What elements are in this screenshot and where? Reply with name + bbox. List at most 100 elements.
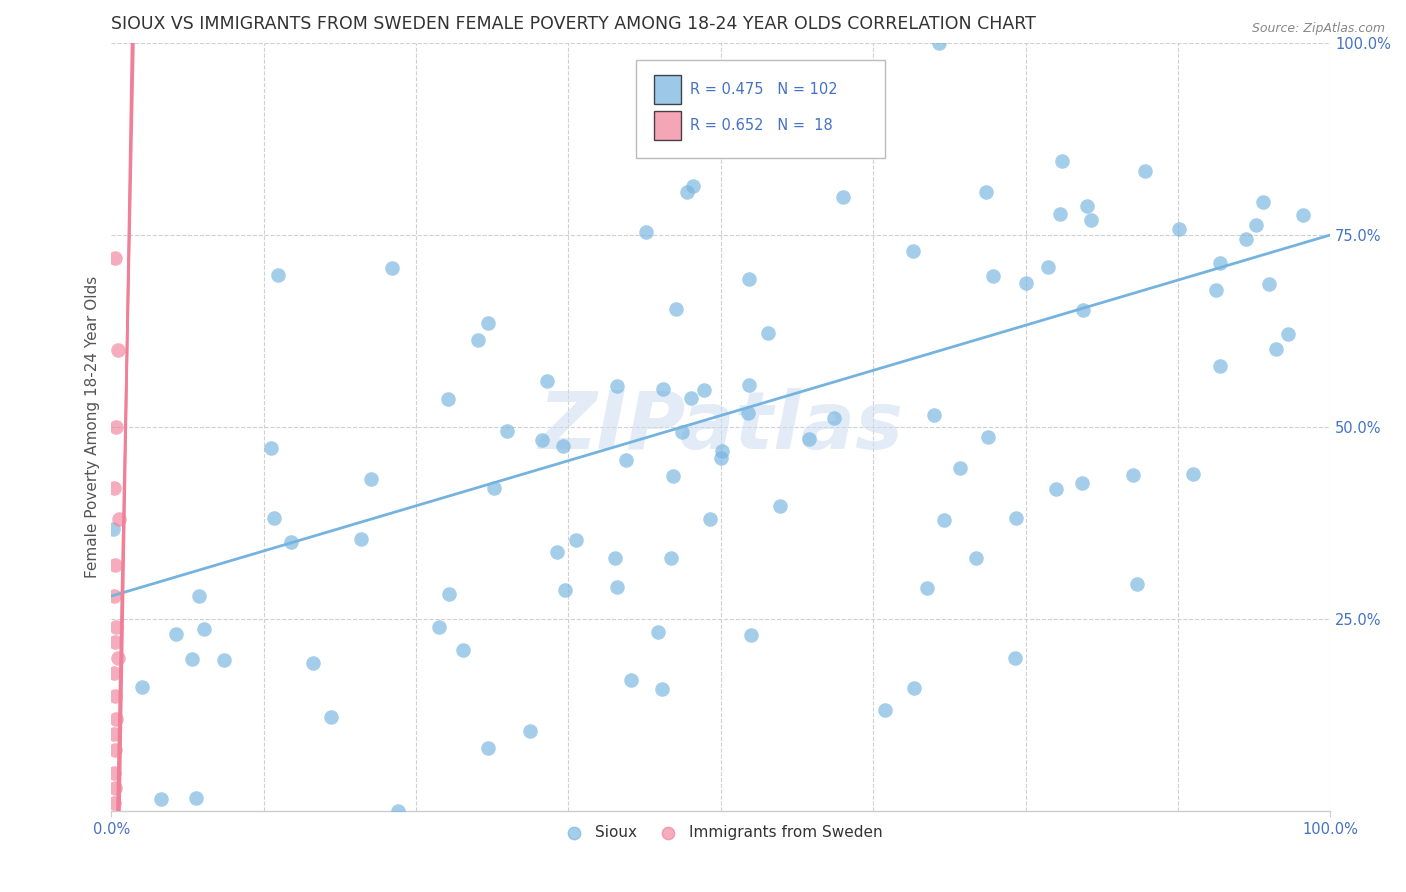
Point: [360, 472, 382, 486]
Point: [1122, 467, 1144, 482]
Point: [477, 741, 499, 756]
Point: [477, 316, 499, 330]
Point: [659, 551, 682, 566]
Point: [551, 440, 574, 454]
Point: [103, 589, 125, 603]
Point: [387, 804, 409, 818]
Point: [1277, 326, 1299, 341]
Text: Source: ZipAtlas.com: Source: ZipAtlas.com: [1251, 22, 1385, 36]
Point: [546, 545, 568, 559]
Point: [105, 712, 128, 726]
Point: [103, 765, 125, 780]
Point: [606, 379, 628, 393]
Point: [437, 392, 460, 406]
Point: [981, 268, 1004, 283]
Point: [769, 499, 792, 513]
Point: [554, 583, 576, 598]
Point: [915, 581, 938, 595]
Point: [1004, 511, 1026, 525]
Point: [519, 724, 541, 739]
Text: R = 0.652   N =  18: R = 0.652 N = 18: [690, 119, 834, 134]
Point: [665, 302, 688, 317]
Point: [1181, 467, 1204, 481]
Point: [104, 742, 127, 756]
Point: [184, 790, 207, 805]
Point: [1076, 199, 1098, 213]
Point: [1126, 577, 1149, 591]
Point: [682, 178, 704, 193]
Point: [756, 326, 779, 340]
Point: [1045, 483, 1067, 497]
Point: [1205, 283, 1227, 297]
FancyBboxPatch shape: [654, 75, 681, 104]
Point: [193, 622, 215, 636]
Point: [103, 665, 125, 680]
Point: [606, 580, 628, 594]
Point: [676, 186, 699, 200]
Point: [710, 451, 733, 466]
Point: [267, 268, 290, 282]
Point: [603, 550, 626, 565]
Point: [1050, 153, 1073, 168]
Point: [427, 620, 450, 634]
Point: [1244, 218, 1267, 232]
Point: [740, 628, 762, 642]
Point: [681, 391, 703, 405]
Point: [105, 620, 128, 634]
Point: [903, 681, 925, 695]
Point: [977, 430, 1000, 444]
Point: [799, 432, 821, 446]
Point: [495, 424, 517, 438]
Point: [692, 384, 714, 398]
Point: [212, 653, 235, 667]
Point: [104, 558, 127, 573]
Point: [437, 587, 460, 601]
Point: [873, 703, 896, 717]
Point: [614, 453, 637, 467]
Point: [536, 374, 558, 388]
Point: [974, 186, 997, 200]
Point: [280, 535, 302, 549]
Point: [738, 271, 761, 285]
Point: [965, 551, 987, 566]
Text: SIOUX VS IMMIGRANTS FROM SWEDEN FEMALE POVERTY AMONG 18-24 YEAR OLDS CORRELATION: SIOUX VS IMMIGRANTS FROM SWEDEN FEMALE P…: [111, 15, 1036, 33]
Point: [564, 533, 586, 548]
Point: [260, 441, 283, 455]
Point: [103, 727, 125, 741]
Point: [928, 36, 950, 50]
Point: [1234, 232, 1257, 246]
Point: [699, 512, 721, 526]
Point: [263, 511, 285, 525]
Point: [103, 482, 125, 496]
Point: [1004, 651, 1026, 665]
Point: [1015, 277, 1038, 291]
Point: [652, 382, 675, 396]
Point: [1265, 342, 1288, 356]
Point: [104, 251, 127, 265]
Point: [1135, 164, 1157, 178]
Point: [711, 444, 734, 458]
Point: [107, 512, 129, 526]
Point: [1071, 476, 1094, 491]
Point: [620, 673, 643, 688]
Point: [101, 522, 124, 536]
Point: [188, 589, 211, 603]
Point: [165, 626, 187, 640]
Point: [467, 333, 489, 347]
Point: [482, 481, 505, 495]
Point: [105, 420, 128, 434]
Point: [647, 625, 669, 640]
Point: [180, 652, 202, 666]
Point: [1071, 302, 1094, 317]
Y-axis label: Female Poverty Among 18-24 Year Olds: Female Poverty Among 18-24 Year Olds: [86, 276, 100, 578]
Point: [104, 781, 127, 796]
Point: [1049, 207, 1071, 221]
Point: [1209, 256, 1232, 270]
Point: [451, 643, 474, 657]
Point: [1292, 208, 1315, 222]
Point: [932, 513, 955, 527]
Point: [737, 406, 759, 420]
Point: [103, 797, 125, 811]
Point: [738, 377, 761, 392]
Point: [634, 225, 657, 239]
